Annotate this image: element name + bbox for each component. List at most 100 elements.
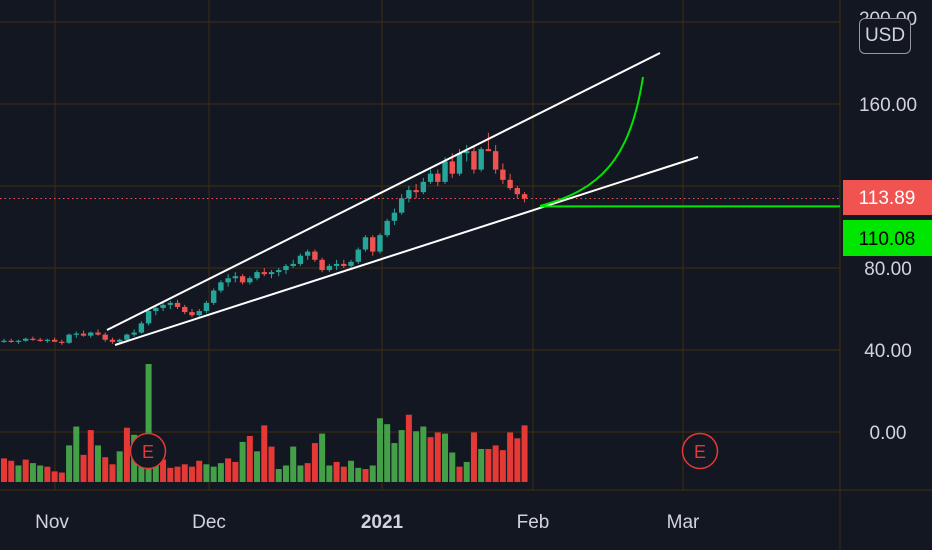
earnings-marker[interactable]: E — [681, 432, 719, 470]
volume-bar — [246, 435, 253, 482]
candle[interactable] — [22, 337, 29, 342]
volume-bar — [420, 426, 427, 482]
volume-bar — [340, 466, 347, 482]
volume-bar — [478, 448, 485, 482]
candle[interactable] — [312, 249, 318, 262]
volume-bar — [391, 443, 398, 482]
volume-bar — [514, 438, 521, 482]
candle[interactable] — [384, 218, 390, 238]
candle[interactable] — [348, 259, 354, 268]
candle[interactable] — [37, 337, 43, 342]
candle[interactable] — [218, 280, 224, 293]
candle[interactable] — [247, 276, 253, 285]
volume-bar — [463, 461, 470, 482]
candle[interactable] — [239, 274, 246, 285]
volume-bar — [434, 432, 441, 482]
candle[interactable] — [182, 304, 188, 315]
candle[interactable] — [268, 270, 275, 279]
projection-curve[interactable] — [539, 76, 644, 207]
candle[interactable] — [290, 259, 296, 268]
candle[interactable] — [427, 169, 434, 184]
candle[interactable] — [1, 338, 7, 343]
earnings-marker[interactable]: E — [129, 432, 167, 470]
candle[interactable] — [59, 339, 65, 345]
volume-bar — [37, 465, 44, 482]
candle[interactable] — [44, 338, 51, 343]
candle[interactable] — [341, 259, 347, 268]
candle[interactable] — [254, 270, 260, 281]
candle[interactable] — [95, 329, 101, 336]
currency-button[interactable]: USD — [859, 18, 911, 54]
candle[interactable] — [66, 333, 72, 344]
candle[interactable] — [102, 332, 108, 342]
candle[interactable] — [232, 272, 239, 283]
candle[interactable] — [145, 309, 152, 326]
candle[interactable] — [370, 235, 376, 256]
candle[interactable] — [80, 330, 87, 337]
volume-bar — [196, 460, 203, 482]
volume-bar — [87, 430, 94, 482]
candle[interactable] — [500, 163, 506, 184]
candle[interactable] — [8, 338, 14, 343]
candle[interactable] — [73, 331, 79, 338]
volume-bar — [369, 465, 376, 482]
candle[interactable] — [196, 309, 202, 318]
candle[interactable] — [377, 233, 383, 254]
candle[interactable] — [15, 339, 22, 344]
candle-body — [420, 181, 427, 193]
candle[interactable] — [355, 247, 361, 264]
candle[interactable] — [514, 186, 521, 199]
candle[interactable] — [210, 288, 217, 305]
candle[interactable] — [138, 321, 145, 334]
candle-body — [304, 251, 311, 256]
candle[interactable] — [406, 186, 412, 203]
candle[interactable] — [109, 337, 116, 344]
candle-body — [167, 302, 173, 305]
candle[interactable] — [124, 333, 130, 341]
candle[interactable] — [88, 331, 94, 338]
candle[interactable] — [297, 253, 304, 266]
candle[interactable] — [464, 145, 470, 162]
candle[interactable] — [398, 194, 405, 215]
candle[interactable] — [485, 132, 492, 152]
candle[interactable] — [167, 300, 173, 309]
candle[interactable] — [51, 337, 58, 342]
trendlines[interactable] — [106, 52, 699, 346]
candle[interactable] — [420, 177, 427, 195]
candle[interactable] — [225, 274, 231, 287]
candle[interactable] — [435, 169, 441, 186]
candle[interactable] — [189, 309, 195, 318]
volume-bar — [398, 430, 405, 482]
candle[interactable] — [521, 192, 528, 203]
candle[interactable] — [362, 235, 369, 252]
candle[interactable] — [276, 268, 282, 277]
candle[interactable] — [283, 263, 289, 275]
candle-body — [341, 263, 347, 266]
candle[interactable] — [471, 147, 477, 174]
candle[interactable] — [478, 147, 484, 172]
candle[interactable] — [333, 259, 340, 271]
candle-body — [290, 263, 296, 266]
time-tick-label: Feb — [517, 512, 550, 533]
candle[interactable] — [160, 302, 166, 312]
candle[interactable] — [391, 208, 398, 225]
lower-trendline[interactable] — [114, 156, 699, 346]
candle[interactable] — [203, 300, 210, 314]
upper-trendline[interactable] — [106, 52, 661, 331]
candle-body — [276, 270, 282, 273]
candle[interactable] — [319, 257, 325, 273]
candle[interactable] — [507, 173, 513, 191]
volume-bar — [44, 466, 51, 482]
candle[interactable] — [30, 336, 36, 341]
candle[interactable] — [304, 249, 311, 260]
candle[interactable] — [326, 263, 333, 273]
earnings-marker-label: E — [142, 442, 154, 462]
candle-body — [225, 278, 231, 283]
candle[interactable] — [131, 329, 137, 337]
volume-bar — [123, 427, 130, 482]
candle[interactable] — [413, 183, 419, 199]
candle[interactable] — [261, 268, 267, 277]
candle[interactable] — [492, 145, 499, 174]
candle[interactable] — [174, 299, 181, 309]
